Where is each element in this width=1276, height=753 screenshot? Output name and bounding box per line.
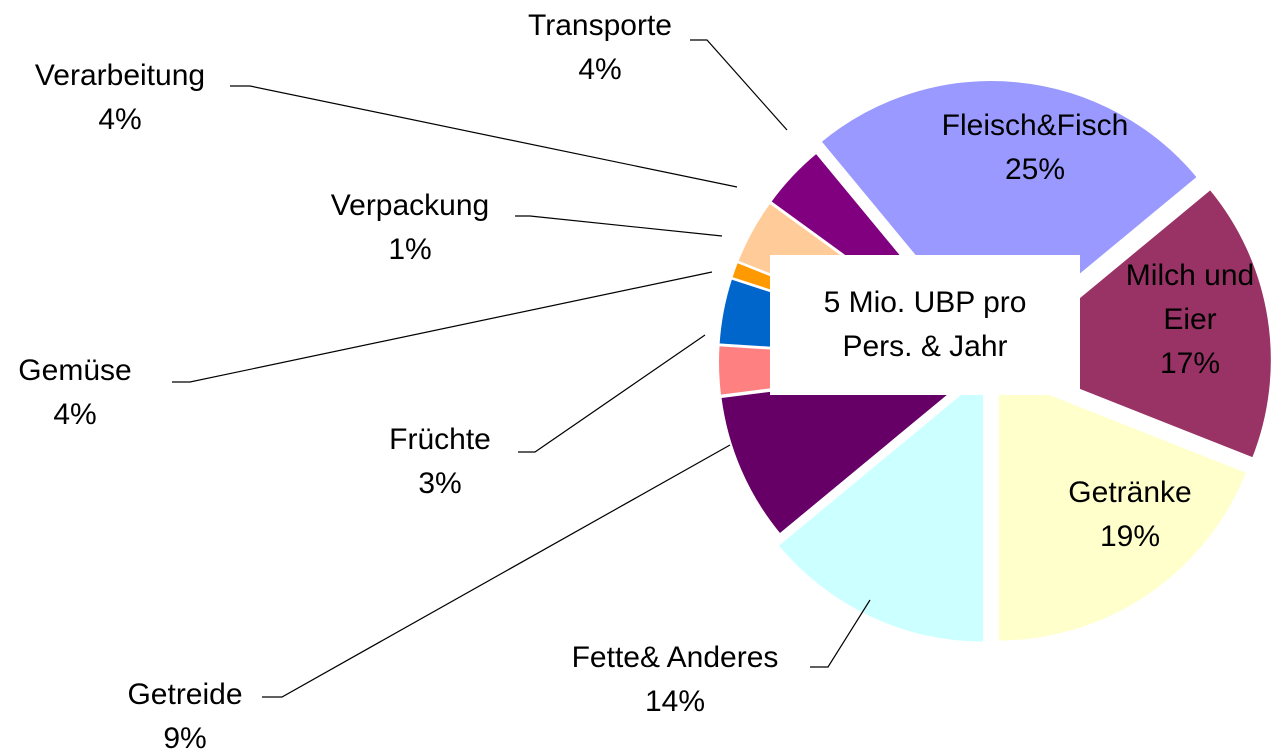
pie-slice [719, 362, 990, 536]
category-label: Milch und Eier [1125, 259, 1255, 336]
value-label: 3% [418, 467, 462, 500]
value-label: 4% [578, 53, 622, 86]
slice-label: Fette& Anderes 14% [572, 636, 779, 724]
value-label: 14% [644, 685, 706, 718]
leader-line [810, 599, 871, 668]
value-label: 9% [163, 722, 207, 753]
slice-label: Transporte 4% [528, 4, 672, 92]
category-label: Fette& Anderes [571, 641, 779, 674]
slice-label: Milch und Eier 17% [1105, 254, 1275, 386]
category-label: Transporte [528, 9, 672, 42]
slice-label: Gemüse 4% [18, 349, 131, 437]
slice-label: Verpackung 1% [331, 184, 489, 272]
pie-slice [819, 79, 1200, 350]
category-label: Früchte [389, 423, 491, 456]
category-label: Getränke [1068, 476, 1192, 509]
slice-label: Getreide 9% [127, 673, 242, 753]
pie-slice [1001, 187, 1273, 460]
center-annotation: 5 Mio. UBP pro Pers. & Jahr [770, 255, 1080, 395]
category-label: Verpackung [330, 189, 490, 222]
category-label: Gemüse [18, 354, 132, 387]
slice-label: Früchte 3% [389, 418, 491, 506]
pie-slice [996, 372, 1249, 643]
value-label: 4% [98, 103, 142, 136]
leader-line [262, 444, 731, 698]
leader-line [690, 39, 788, 131]
leader-line [230, 85, 738, 188]
value-label: 25% [1004, 153, 1066, 186]
value-label: 4% [53, 398, 97, 431]
value-label: 19% [1099, 520, 1161, 553]
leader-line [515, 215, 723, 237]
category-label: Getreide [127, 678, 243, 711]
leader-line [518, 334, 706, 453]
value-label: 17% [1159, 347, 1221, 380]
value-label: 1% [388, 233, 432, 266]
slice-label: Verarbeitung 4% [35, 54, 205, 142]
slice-label: Fleisch&Fisch 25% [942, 104, 1129, 192]
pie-slice [776, 372, 986, 644]
category-label: Verarbeitung [34, 59, 206, 92]
leader-line [172, 271, 713, 383]
slice-label: Getränke 19% [1068, 471, 1191, 559]
category-label: Fleisch&Fisch [941, 109, 1129, 142]
